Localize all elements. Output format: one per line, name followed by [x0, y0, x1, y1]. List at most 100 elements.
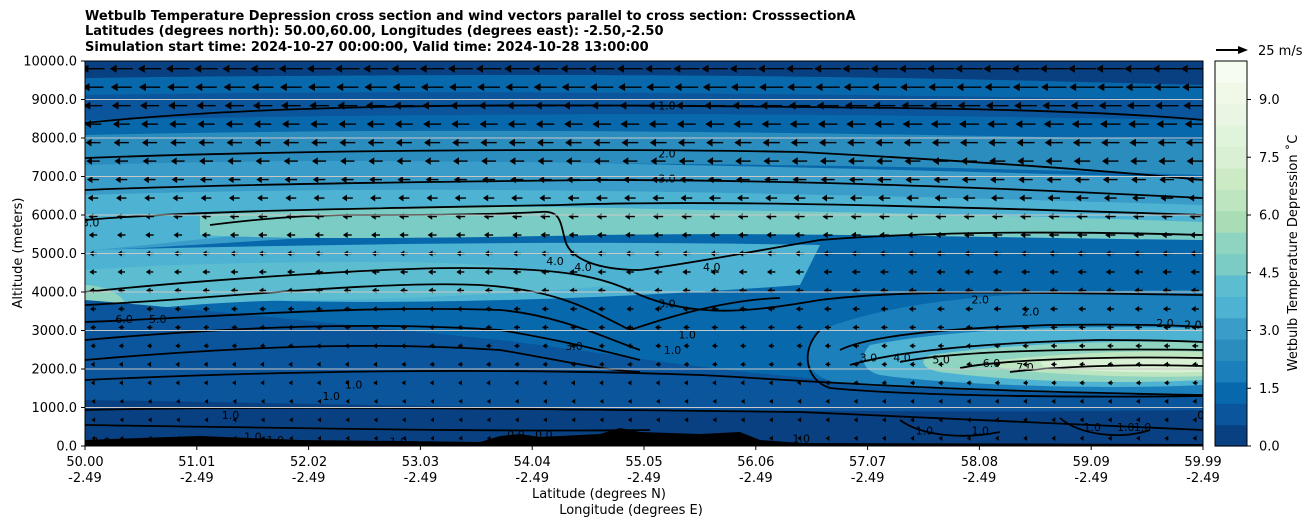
wind-vector [910, 435, 915, 441]
wind-vector [1070, 101, 1094, 110]
wind-vector [794, 231, 805, 239]
wind-vector [881, 343, 888, 349]
wind-vector [622, 157, 638, 165]
wind-vector [789, 120, 810, 129]
wind-vector [203, 380, 208, 386]
wind-vector [1051, 380, 1057, 386]
wind-vector [447, 64, 473, 73]
contour-label: 2.0 [1156, 317, 1174, 330]
wind-vector [344, 324, 351, 331]
wind-vector [992, 268, 1002, 276]
contour-label: 0.0 [535, 428, 553, 441]
wind-vector [91, 417, 96, 423]
wind-vector [176, 398, 180, 404]
wind-vector [1187, 175, 1203, 184]
wind-vector [119, 417, 124, 423]
contour-label: 3.0 [658, 298, 676, 311]
wind-vector [1049, 268, 1059, 276]
wind-vector [224, 101, 244, 110]
wind-vector [792, 175, 807, 184]
wind-vector [399, 231, 409, 239]
wind-vector [485, 343, 492, 349]
wind-vector [569, 268, 578, 275]
x-tick-label-lon: -2.49 [1074, 471, 1108, 486]
wind-vector [1047, 194, 1061, 202]
wind-vector [117, 231, 126, 239]
wind-vector [1012, 83, 1039, 92]
wind-vector [990, 194, 1004, 202]
wind-vector [425, 175, 439, 184]
contour-label: 1.0 [792, 432, 810, 445]
wind-vector [1015, 120, 1036, 129]
wind-vector [935, 231, 946, 239]
wind-vector [282, 138, 299, 147]
wind-vector [701, 64, 728, 73]
wind-vector [480, 138, 497, 147]
wind-vector [202, 306, 210, 312]
wind-vector [766, 231, 776, 239]
wind-vector [1078, 343, 1086, 349]
wind-vector [143, 176, 156, 184]
wind-vector [394, 120, 413, 129]
wind-vector [1097, 83, 1124, 92]
wind-vector [311, 157, 327, 165]
wind-vector [448, 83, 472, 92]
contour-label: 0.0 [507, 428, 525, 441]
wind-vector [344, 361, 349, 368]
wind-vector [458, 380, 462, 386]
wind-vector [87, 194, 99, 202]
colorbar-tick-label: 7.5 [1259, 151, 1280, 166]
wind-vector [736, 175, 750, 184]
wind-vector [251, 83, 274, 92]
wind-vector [258, 231, 267, 239]
wind-vector [683, 361, 690, 368]
wind-vector [535, 120, 555, 129]
wind-vector [367, 138, 384, 147]
wind-vector [426, 194, 438, 202]
wind-vector [910, 398, 915, 404]
wind-vector [702, 83, 727, 92]
wind-vector [423, 120, 442, 129]
wind-vector [965, 306, 973, 312]
wind-vector [852, 343, 859, 349]
wind-vector [708, 194, 721, 202]
wind-vector [824, 306, 832, 312]
wind-vector [1069, 83, 1095, 92]
wind-vector [910, 417, 915, 423]
wind-vector [909, 343, 916, 349]
wind-vector [735, 157, 751, 166]
wind-vector [795, 306, 804, 312]
wind-vector [623, 175, 637, 184]
wind-vector [373, 417, 378, 423]
wind-vector [174, 306, 181, 312]
wind-vector [815, 83, 840, 92]
wind-vector [1023, 417, 1028, 423]
wind-vector [853, 435, 858, 441]
wind-vector [627, 398, 632, 404]
wind-vector [147, 361, 152, 367]
wind-vector [420, 83, 444, 92]
wind-vector [1188, 194, 1202, 202]
wind-vector [532, 64, 558, 73]
wind-vector [1018, 175, 1033, 184]
wind-vector [175, 380, 180, 386]
wind-vector [821, 194, 834, 202]
wind-vector [510, 175, 524, 184]
wind-vector [740, 361, 746, 368]
wind-vector [1050, 361, 1057, 368]
wind-vector [288, 380, 293, 386]
wind-vector [877, 175, 892, 184]
wind-vector [656, 435, 660, 441]
wind-vector [871, 83, 897, 92]
colorbar-tick-label: 3.0 [1259, 324, 1280, 339]
colorbar-tick-label: 6.0 [1259, 209, 1280, 224]
wind-vector [345, 398, 350, 404]
wind-vector [1191, 305, 1199, 312]
wind-vector [966, 380, 972, 386]
wind-vector [485, 324, 492, 331]
wind-vector [138, 83, 161, 92]
wind-vector [1079, 435, 1084, 441]
wind-vector [1130, 157, 1147, 166]
wind-vector [880, 306, 888, 312]
wind-vector [570, 361, 576, 368]
